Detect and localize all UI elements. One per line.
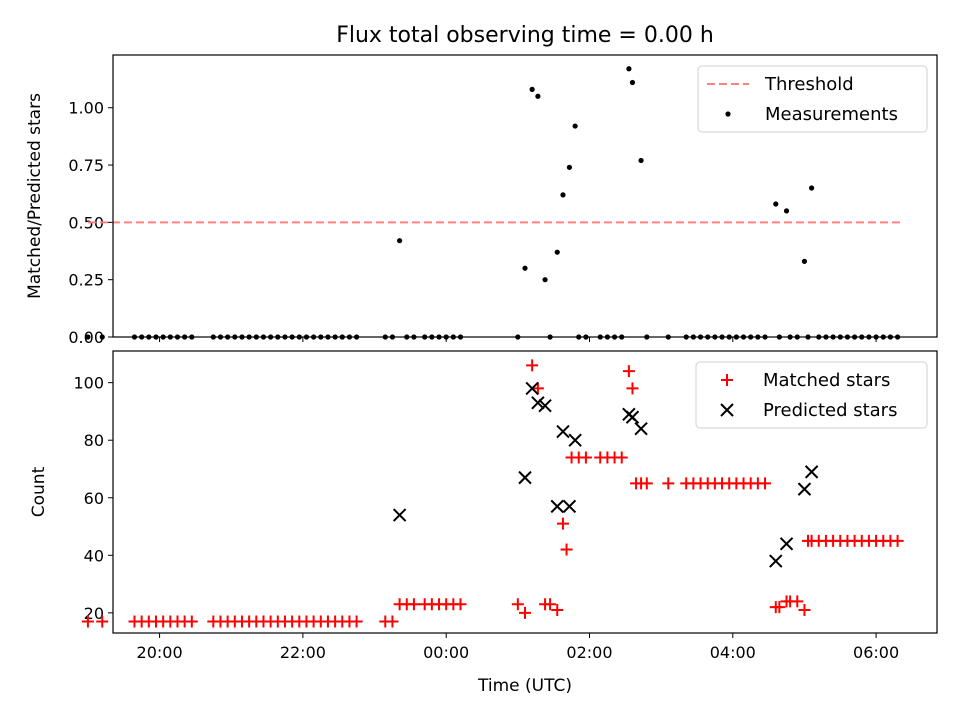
top-panel-frame (112, 54, 938, 338)
matched-stars-point (759, 477, 772, 490)
y-tick-label: 100 (73, 374, 104, 393)
matched-stars-point (556, 517, 569, 530)
bottom-legend: Matched stars Predicted stars (695, 361, 928, 429)
y-tick-label: 1.00 (68, 99, 104, 118)
x-tick-label: 06:00 (853, 643, 899, 662)
predicted-legend-swatch (720, 403, 734, 417)
matched-stars-point (579, 451, 592, 464)
measurement-point (85, 334, 91, 340)
measurement-point (773, 201, 779, 207)
top-panel: Flux total observing time = 0.00 h Match… (25, 23, 938, 347)
matched-stars-point (798, 603, 811, 616)
measurement-point (560, 192, 566, 198)
predicted-stars-point (556, 424, 570, 439)
matched-stars-point (626, 382, 639, 395)
measurement-point (522, 265, 528, 271)
measurement-point (783, 208, 790, 214)
matched-stars-point (81, 615, 94, 628)
matched-legend-swatch (721, 374, 733, 386)
measurement-point (99, 334, 105, 340)
y-tick-label: 80 (84, 431, 104, 450)
x-tick-label: 22:00 (280, 643, 326, 662)
bottom-panel: Count Time (UTC) 20 40 60 80 100 20:00 22:00 00… (29, 350, 938, 696)
measurement-point (529, 86, 535, 92)
predicted-stars-point (538, 398, 552, 413)
y-tick-label: 60 (84, 489, 104, 508)
bottom-panel-frame (112, 350, 938, 634)
matched-stars-point (407, 598, 420, 611)
y-axis-label-bottom: Count (29, 466, 49, 517)
y-axis-label-top: Matched/Predicted stars (25, 93, 45, 299)
predicted-stars-point (634, 421, 648, 436)
predicted-stars-point (518, 470, 532, 485)
matched-stars-point (891, 534, 904, 547)
predicted-stars-point (568, 433, 582, 447)
measurement-point (397, 238, 403, 244)
predicted-stars-point (562, 499, 577, 514)
matched-stars-point (526, 359, 539, 372)
measurement-point (629, 79, 636, 86)
matched-stars-point (622, 365, 635, 378)
predicted-stars-point (797, 482, 812, 496)
measurement-point (801, 258, 808, 264)
y-tick-label: 20 (84, 604, 104, 623)
x-tick-label: 02:00 (566, 643, 612, 662)
matched-stars-point (640, 477, 653, 490)
measurement-point (566, 164, 573, 170)
matched-stars-point (454, 598, 467, 611)
matched-stars-point (511, 598, 524, 611)
x-tick-label: 04:00 (710, 643, 756, 662)
bottom-panel-ticks: 20 40 60 80 100 20:00 22:00 00:00 02:00 04:00 06:0… (73, 374, 899, 662)
predicted-stars-point (392, 508, 407, 522)
y-tick-label: 0.25 (68, 271, 104, 290)
matched-stars-point (662, 477, 675, 490)
matched-stars-point (96, 615, 109, 628)
measurement-point (809, 185, 815, 191)
predicted-stars-point (525, 381, 539, 396)
bottom-panel-marks (81, 359, 904, 628)
y-tick-label: 0.75 (68, 156, 104, 175)
top-legend-box (697, 65, 928, 133)
predicted-stars-point (779, 537, 794, 551)
x-axis-label: Time (UTC) (477, 676, 572, 696)
measurement-point (535, 93, 541, 99)
threshold-legend-label: Threshold (764, 74, 854, 95)
x-tick-label: 20:00 (137, 643, 183, 662)
predicted-legend-label: Predicted stars (763, 400, 897, 421)
predicted-stars-point (625, 410, 640, 424)
matched-stars-point (185, 615, 198, 628)
chart-title: Flux total observing time = 0.00 h (336, 23, 714, 48)
matched-stars-point (350, 615, 363, 628)
measurement-point (554, 249, 560, 255)
measurement-point (572, 123, 578, 129)
matched-stars-point (615, 451, 628, 464)
matched-stars-point (531, 382, 544, 395)
measurements-legend-label: Measurements (765, 104, 898, 125)
matched-stars-point (560, 543, 573, 556)
matched-stars-point (551, 603, 564, 616)
measurements-legend-swatch (725, 111, 731, 117)
measurement-point (638, 157, 644, 164)
matched-stars-point (519, 606, 531, 619)
x-tick-label: 00:00 (423, 643, 469, 662)
y-tick-label: 0.50 (68, 213, 104, 232)
top-legend: Threshold Measurements (697, 65, 928, 133)
predicted-stars-point (804, 465, 819, 479)
matched-stars-point (544, 598, 557, 611)
measurement-point (542, 277, 548, 283)
matched-stars-point (791, 595, 804, 608)
predicted-stars-point (550, 499, 564, 514)
matched-stars-point (773, 601, 786, 614)
top-panel-ticks: 0.000.250.500.751.00 (68, 99, 877, 347)
y-tick-label: 40 (84, 546, 104, 565)
measurement-point (626, 66, 632, 72)
bottom-legend-box (695, 361, 928, 429)
predicted-stars-point (769, 554, 783, 568)
predicted-stars-point (531, 396, 545, 410)
matched-legend-label: Matched stars (763, 370, 890, 391)
matched-stars-point (386, 615, 399, 628)
